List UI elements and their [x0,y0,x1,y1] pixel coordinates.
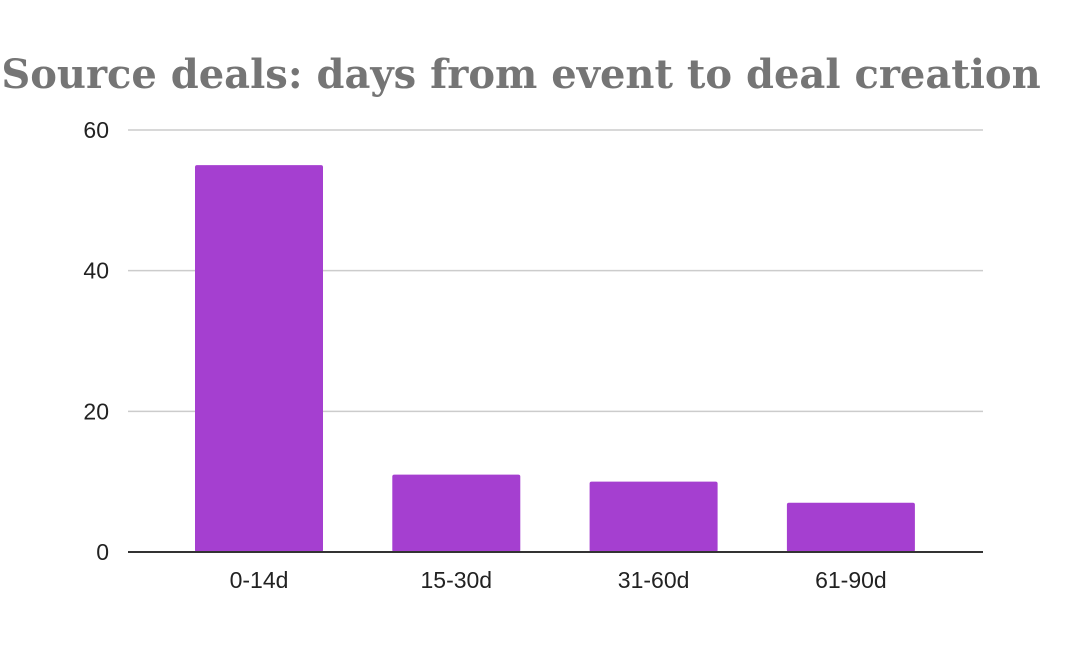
bar-0-14d [195,165,323,552]
bar-61-90d [786,502,915,552]
bar-31-60d [589,481,718,552]
x-tick-label: 31-60d [618,567,690,593]
x-tick-label: 61-90d [815,567,887,593]
y-tick-label: 20 [83,398,109,424]
y-axis-tick-labels: 0 20 40 60 [83,117,109,565]
y-tick-label: 60 [83,117,109,143]
chart-title: Source deals: days from event to deal cr… [1,51,1040,98]
x-tick-label: 15-30d [420,567,492,593]
y-tick-label: 40 [83,258,109,284]
y-tick-label: 0 [96,539,109,565]
bar-15-30d [392,474,521,552]
bars [195,165,915,552]
x-axis-tick-labels: 0-14d 15-30d 31-60d 61-90d [230,567,887,593]
x-tick-label: 0-14d [230,567,289,593]
